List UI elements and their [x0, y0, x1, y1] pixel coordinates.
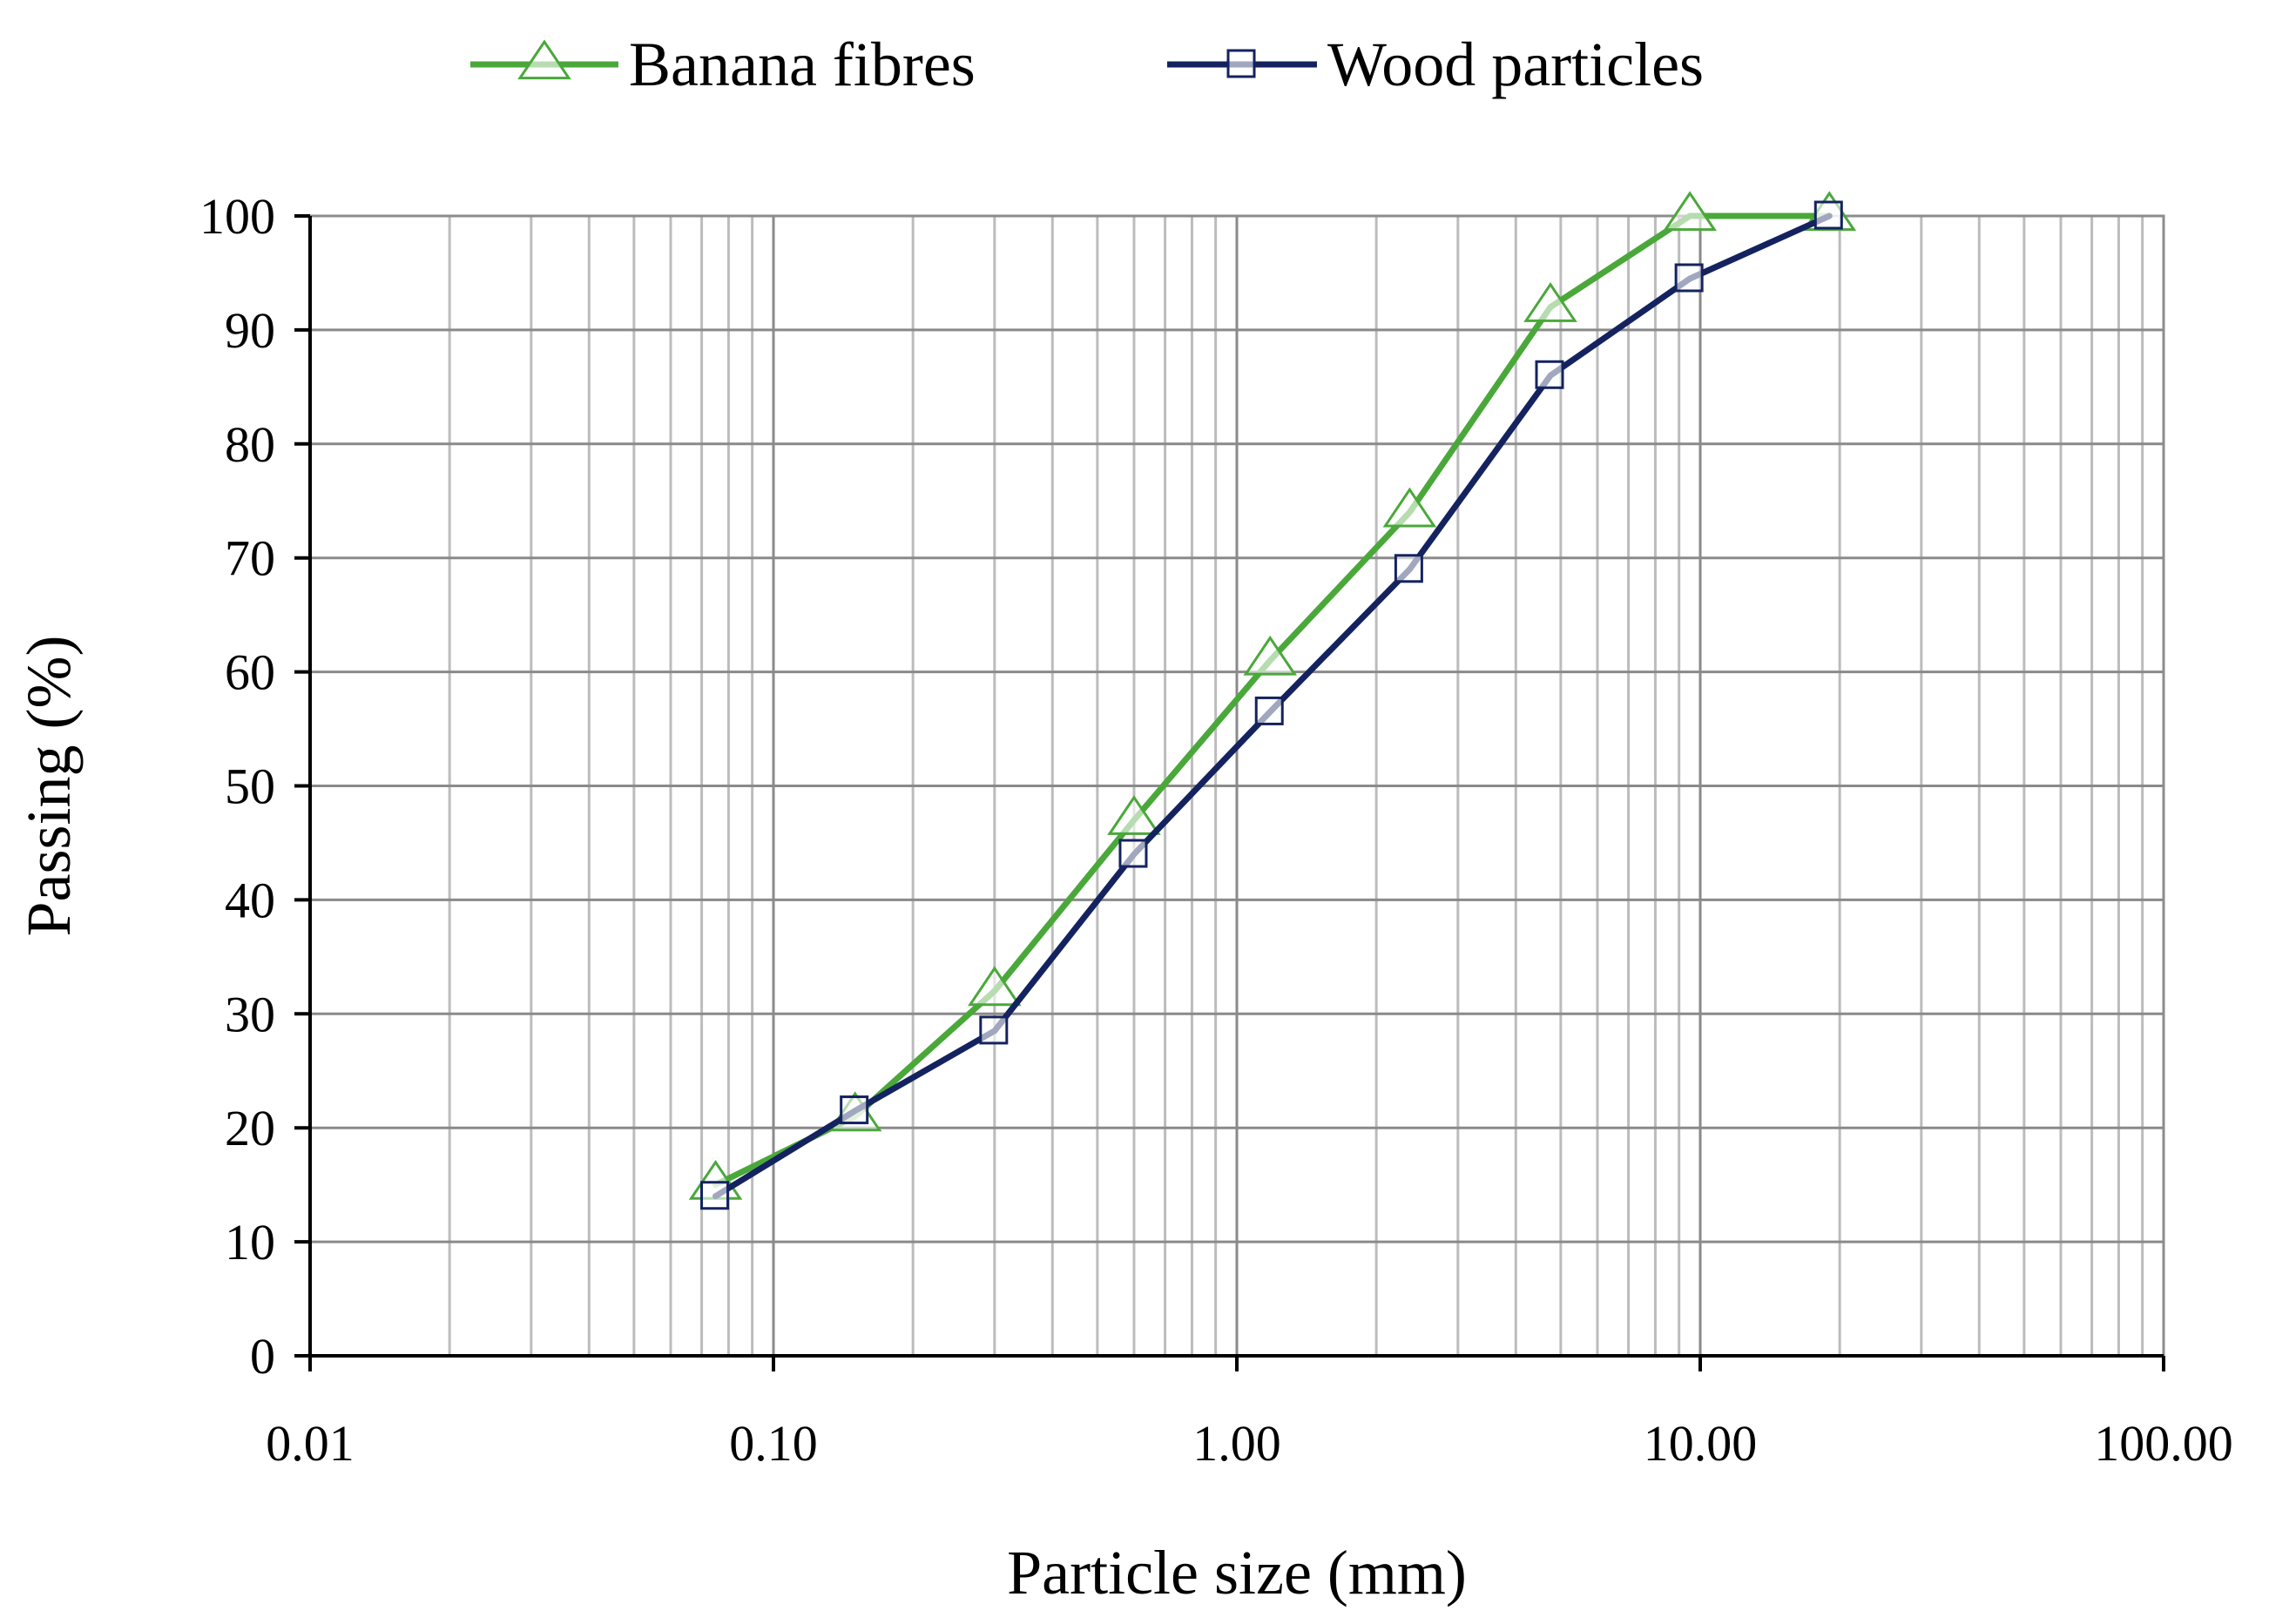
- y-tick-label: 60: [225, 644, 275, 701]
- y-tick-label: 20: [225, 1100, 275, 1156]
- y-axis-title: Passing (%): [14, 636, 84, 937]
- data-point-triangle: [1663, 191, 1717, 232]
- data-point-square: [700, 1181, 730, 1210]
- data-point-triangle: [1382, 487, 1437, 528]
- data-point-square: [1813, 200, 1843, 230]
- series-wood-particles: [700, 200, 1843, 1210]
- y-tick-label: 40: [225, 872, 275, 928]
- data-point-square: [1674, 263, 1704, 293]
- legend-label: Banana fibres: [629, 30, 976, 99]
- data-point-square: [1118, 839, 1148, 868]
- legend-marker: [517, 39, 571, 80]
- series-group: [688, 191, 1857, 1210]
- x-tick-label: 1.00: [1192, 1415, 1281, 1472]
- data-point-square: [840, 1095, 869, 1125]
- data-point-square: [1254, 696, 1284, 725]
- legend-label: Wood particles: [1327, 30, 1704, 99]
- y-tick-label: 0: [250, 1328, 275, 1385]
- x-tick-label: 0.01: [266, 1415, 355, 1472]
- data-point-triangle: [1243, 635, 1298, 676]
- y-tick-label: 30: [225, 986, 275, 1042]
- legend-item: Banana fibres: [470, 30, 976, 99]
- data-point-triangle: [1107, 795, 1161, 835]
- axes: 0 10 20 30 40 50 60 70 80 90 100 0.01 0.10 1.00 10.00 1…: [199, 188, 2233, 1472]
- y-tick-label: 80: [225, 416, 275, 473]
- legend: Banana fibres Wood particles: [470, 30, 1704, 99]
- data-point-square: [1535, 360, 1564, 389]
- x-tick-label: 100.00: [2094, 1415, 2233, 1472]
- x-axis-title: Particle size (mm): [1007, 1538, 1467, 1607]
- legend-marker: [1226, 49, 1256, 78]
- x-tick-label: 10.00: [1644, 1415, 1758, 1472]
- data-point-triangle: [968, 966, 1022, 1007]
- legend-item: Wood particles: [1167, 30, 1704, 99]
- data-point-square: [979, 1015, 1009, 1045]
- data-point-square: [1394, 554, 1423, 583]
- y-tick-label: 50: [225, 758, 275, 815]
- y-tick-label: 100: [199, 188, 275, 245]
- x-tick-label: 0.10: [729, 1415, 818, 1472]
- y-tick-label: 70: [225, 530, 275, 587]
- y-tick-label: 90: [225, 302, 275, 359]
- y-tick-label: 10: [225, 1214, 275, 1270]
- grid: [308, 214, 2165, 1358]
- data-point-triangle: [1523, 282, 1577, 322]
